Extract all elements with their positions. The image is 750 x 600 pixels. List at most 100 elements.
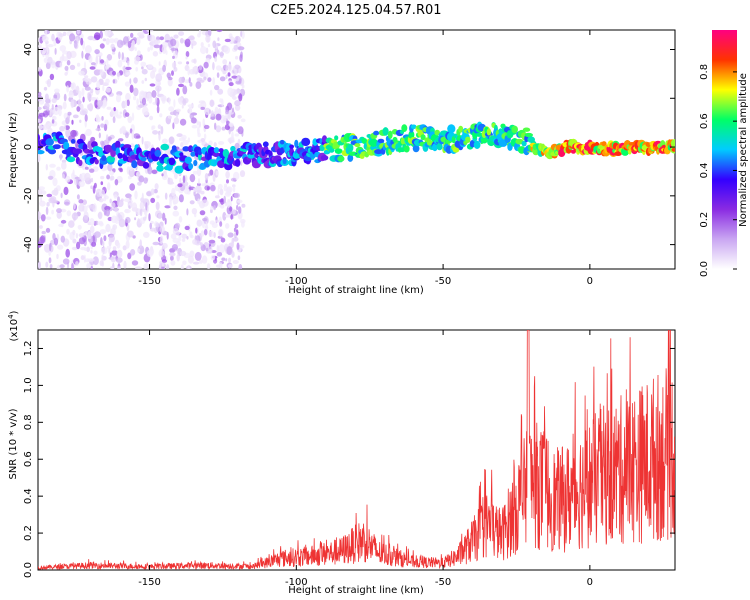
heatmap-noise-blob — [109, 198, 112, 204]
heatmap-noise-blob — [197, 132, 201, 138]
heatmap-noise-blob — [58, 108, 62, 117]
heatmap-noise-blob — [194, 251, 202, 261]
heatmap-noise-blob — [105, 38, 110, 45]
heatmap-noise-blob — [127, 252, 132, 260]
heatmap-ridge-blob — [101, 155, 107, 162]
heatmap-noise-blob — [167, 76, 173, 81]
y-tick-label: 0.4 — [23, 488, 34, 504]
y-tick-label: 1.0 — [23, 377, 34, 393]
heatmap-noise-blob — [218, 141, 225, 145]
heatmap-noise-blob — [169, 111, 176, 116]
heatmap-noise-blob — [152, 51, 159, 57]
heatmap-noise-blob — [51, 97, 57, 104]
heatmap-noise-blob — [236, 76, 240, 82]
heatmap-noise-blob — [38, 91, 42, 97]
heatmap-noise-blob — [161, 44, 167, 54]
heatmap-noise-blob — [73, 202, 76, 210]
heatmap-noise-blob — [184, 225, 190, 231]
heatmap-noise-blob — [208, 249, 213, 253]
heatmap-noise-blob — [110, 202, 116, 209]
heatmap-noise-blob — [173, 99, 176, 108]
heatmap-noise-blob — [47, 56, 53, 64]
heatmap-noise-blob — [211, 250, 217, 253]
heatmap-noise-blob — [92, 256, 99, 266]
heatmap-ridge-blob — [473, 140, 481, 149]
heatmap-ridge-blob — [104, 144, 113, 153]
heatmap-noise-blob — [164, 192, 168, 200]
heatmap-noise-blob — [112, 70, 116, 76]
heatmap-noise-blob — [139, 201, 145, 211]
heatmap-noise-blob — [152, 241, 160, 246]
heatmap-ridge-blob — [70, 139, 76, 144]
heatmap-noise-blob — [204, 107, 211, 116]
heatmap-noise-blob — [237, 126, 244, 135]
heatmap-noise-blob — [119, 127, 127, 134]
heatmap-noise-blob — [205, 34, 211, 43]
heatmap-noise-blob — [226, 187, 232, 196]
heatmap-noise-blob — [94, 99, 99, 109]
heatmap-noise-blob — [214, 56, 218, 62]
colorbar-gradient — [712, 30, 737, 269]
heatmap-noise-blob — [76, 241, 81, 250]
heatmap-noise-blob — [178, 76, 184, 84]
heatmap-noise-blob — [215, 219, 219, 223]
heatmap-noise-blob — [149, 83, 156, 87]
heatmap-noise-blob — [116, 266, 122, 269]
heatmap-ridge-blob — [361, 138, 368, 144]
heatmap-noise-blob — [137, 218, 141, 225]
heatmap-noise-blob — [124, 81, 131, 87]
heatmap-noise-blob — [143, 231, 150, 238]
heatmap-noise-blob — [173, 117, 180, 125]
heatmap-noise-blob — [82, 215, 89, 223]
heatmap-noise-blob — [40, 196, 43, 203]
heatmap-noise-blob — [172, 210, 180, 217]
heatmap-noise-blob — [39, 225, 43, 229]
heatmap-noise-blob — [126, 99, 130, 107]
heatmap-noise-blob — [178, 216, 183, 223]
heatmap-noise-blob — [90, 136, 96, 142]
heatmap-noise-blob — [106, 245, 112, 250]
heatmap-noise-blob — [72, 229, 76, 236]
heatmap-noise-blob — [117, 59, 123, 68]
figure-title: C2E5.2024.125.04.57.R01 — [270, 3, 441, 18]
heatmap-noise-blob — [110, 266, 114, 269]
heatmap-noise-blob — [161, 138, 168, 144]
heatmap-noise-blob — [209, 89, 213, 96]
heatmap-noise-blob — [190, 117, 197, 124]
heatmap-noise-blob — [54, 88, 60, 94]
heatmap-noise-blob — [179, 118, 187, 126]
heatmap-noise-blob — [232, 260, 239, 264]
heatmap-noise-blob — [89, 66, 96, 70]
heatmap-ridge-blob — [197, 149, 203, 156]
heatmap-noise-blob — [234, 133, 239, 137]
heatmap-noise-blob — [114, 216, 119, 224]
heatmap-noise-blob — [40, 235, 46, 244]
heatmap-ridge-blob — [436, 142, 443, 151]
heatmap-noise-blob — [100, 181, 104, 186]
heatmap-ridge-blob — [212, 152, 221, 158]
heatmap-ridge-blob — [670, 139, 675, 149]
colorbar: 0.0 0.2 0.4 0.6 0.8 Normalized spectral ampl… — [699, 30, 749, 277]
heatmap-noise-blob — [63, 186, 69, 196]
heatmap-ridge-blob — [522, 127, 531, 132]
heatmap-noise-blob — [143, 177, 148, 184]
heatmap-noise-blob — [94, 49, 100, 55]
heatmap-noise-blob — [115, 94, 122, 103]
heatmap-noise-blob — [170, 47, 178, 51]
heatmap-noise-blob — [69, 64, 76, 70]
heatmap-noise-blob — [231, 251, 235, 258]
heatmap-ridge-blob — [213, 147, 220, 154]
heatmap-noise-blob — [178, 194, 184, 203]
heatmap-noise-blob — [140, 91, 146, 96]
heatmap-noise-blob — [192, 239, 198, 245]
heatmap-noise-blob — [98, 198, 104, 203]
heatmap-noise-blob — [38, 153, 40, 162]
heatmap-ridge-blob — [374, 149, 383, 155]
heatmap-noise-blob — [178, 31, 185, 36]
heatmap-x-label: Height of straight line (km) — [288, 285, 424, 296]
heatmap-noise-blob — [181, 233, 188, 239]
heatmap-noise-blob — [228, 122, 234, 127]
heatmap-noise-blob — [78, 237, 86, 245]
heatmap-ridge-blob — [601, 141, 607, 147]
heatmap-noise-blob — [196, 219, 203, 227]
